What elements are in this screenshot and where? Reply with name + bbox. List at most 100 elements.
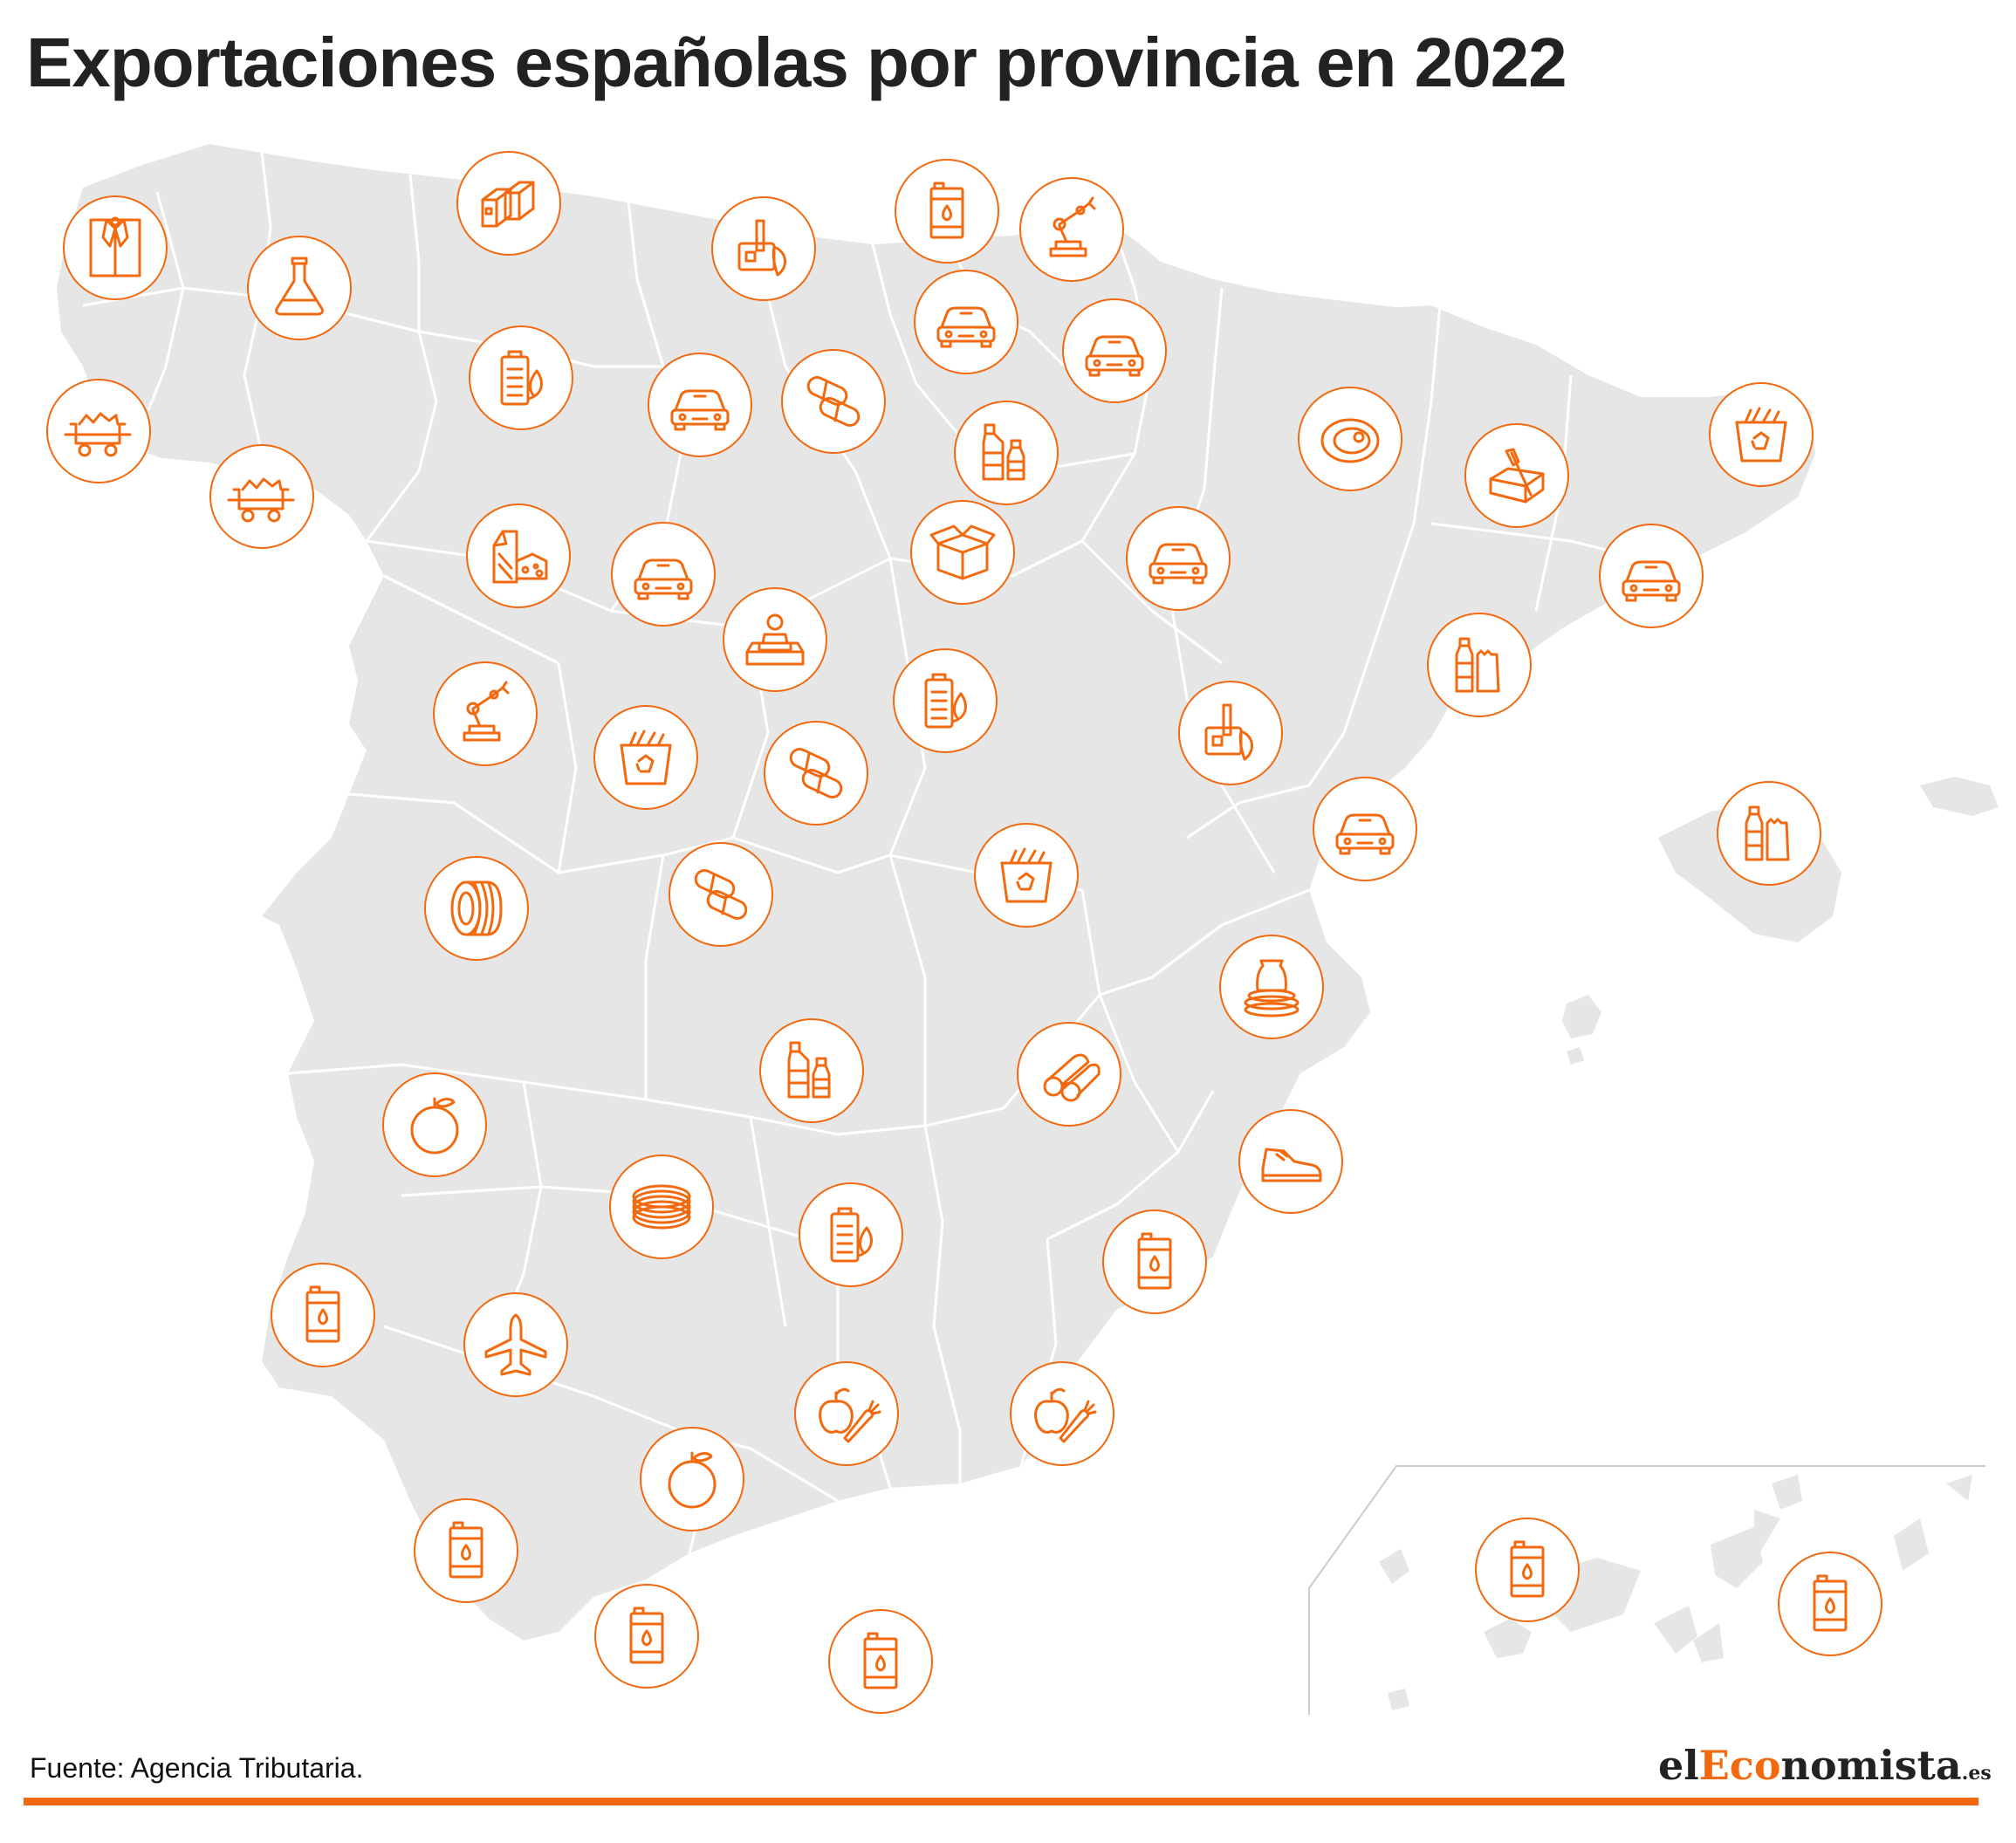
car-icon bbox=[936, 306, 996, 348]
marker-ceramics bbox=[1219, 935, 1324, 1039]
beverage-pack-icon bbox=[1455, 637, 1500, 693]
car-icon bbox=[634, 558, 693, 600]
marker-tire bbox=[424, 856, 529, 961]
battery-icon bbox=[830, 1207, 873, 1263]
marker-oil-barrel bbox=[1475, 1518, 1580, 1622]
logo-nomista: nomista bbox=[1780, 1742, 1962, 1789]
marker-car bbox=[611, 522, 716, 627]
pipes-icon bbox=[1043, 1053, 1101, 1102]
airplane-icon bbox=[484, 1313, 547, 1376]
marker-machinery bbox=[711, 196, 816, 301]
machinery-icon bbox=[737, 219, 786, 277]
wire-icon bbox=[632, 1184, 691, 1230]
marker-flask bbox=[247, 236, 352, 340]
oil-barrel-icon bbox=[1510, 1540, 1545, 1598]
mining-cart-icon bbox=[64, 412, 132, 457]
meat-icon bbox=[1320, 418, 1380, 463]
oil-barrel-icon bbox=[629, 1607, 664, 1664]
pills-icon bbox=[694, 869, 748, 920]
butter-icon bbox=[1489, 448, 1545, 504]
marker-fruit-vegetables bbox=[1010, 1361, 1114, 1466]
marker-recycling-bin bbox=[593, 705, 698, 810]
marker-car bbox=[1599, 524, 1704, 628]
marker-oil-barrel bbox=[594, 1584, 699, 1689]
recycling-bin-icon bbox=[1000, 847, 1053, 903]
marker-beverage-pack bbox=[1717, 781, 1821, 886]
robot-arm-icon bbox=[463, 681, 510, 742]
recycling-bin-icon bbox=[1735, 407, 1787, 462]
flask-icon bbox=[275, 257, 324, 316]
marker-pills bbox=[764, 721, 868, 826]
canary-islands bbox=[1379, 1475, 1972, 1710]
marker-beverage-pack bbox=[1427, 613, 1532, 717]
marker-furniture bbox=[723, 587, 827, 692]
car-icon bbox=[1335, 813, 1395, 855]
oil-barrel-icon bbox=[1813, 1574, 1848, 1632]
peninsula-landmass bbox=[57, 144, 1815, 1641]
car-icon bbox=[670, 389, 730, 431]
box-icon bbox=[929, 524, 996, 580]
logo-tld: .es bbox=[1961, 1762, 1992, 1785]
eleconomista-logo: elEconomista.es bbox=[1658, 1742, 1992, 1789]
fruit-vegetables-icon bbox=[819, 1387, 881, 1443]
shoe-icon bbox=[1261, 1148, 1322, 1182]
ceramics-icon bbox=[1244, 959, 1299, 1017]
marker-oil-barrel bbox=[895, 159, 999, 264]
marker-dairy bbox=[466, 504, 571, 608]
marker-robot-arm bbox=[1019, 177, 1124, 282]
orange-icon bbox=[668, 1451, 717, 1509]
oil-barrel-icon bbox=[305, 1285, 340, 1343]
car-icon bbox=[1085, 335, 1144, 377]
marker-mining-cart bbox=[46, 379, 151, 483]
bottles-icon bbox=[982, 423, 1025, 481]
oil-barrel-icon bbox=[449, 1521, 483, 1579]
car-icon bbox=[1149, 543, 1208, 585]
marker-oil-barrel bbox=[1778, 1552, 1882, 1656]
marker-fruit-vegetables bbox=[794, 1361, 899, 1466]
menorca-island bbox=[1920, 777, 1999, 816]
car-icon bbox=[1622, 560, 1681, 602]
robot-arm-icon bbox=[1049, 196, 1096, 257]
marker-battery bbox=[469, 325, 573, 430]
source-note: Fuente: Agencia Tributaria. bbox=[30, 1752, 364, 1784]
province-borders bbox=[82, 152, 1677, 1554]
oil-barrel-icon bbox=[1137, 1232, 1172, 1290]
battery-icon bbox=[500, 350, 543, 406]
fruit-vegetables-icon bbox=[1034, 1387, 1097, 1443]
pills-icon bbox=[806, 376, 861, 427]
machinery-icon bbox=[1204, 703, 1253, 761]
marker-oil-barrel bbox=[271, 1263, 375, 1367]
bottom-rule bbox=[24, 1798, 1978, 1805]
logo-eco: Eco bbox=[1698, 1742, 1781, 1789]
marker-oil-barrel bbox=[828, 1609, 933, 1714]
marker-pills bbox=[669, 842, 773, 947]
bottles-icon bbox=[787, 1041, 831, 1099]
marker-shoe bbox=[1238, 1109, 1343, 1214]
marker-wire bbox=[609, 1154, 714, 1259]
beverage-pack-icon bbox=[1745, 805, 1790, 861]
canary-inset-frame bbox=[1308, 1465, 1985, 1715]
battery-icon bbox=[924, 673, 967, 729]
marker-robot-arm bbox=[433, 661, 538, 766]
furniture-icon bbox=[745, 613, 805, 666]
logo-el: el bbox=[1658, 1742, 1699, 1789]
marker-car bbox=[1062, 298, 1167, 403]
marker-orange bbox=[640, 1427, 744, 1531]
marker-steel-profile bbox=[456, 151, 561, 256]
orange-icon bbox=[410, 1097, 459, 1154]
marker-orange bbox=[382, 1072, 487, 1177]
marker-car bbox=[914, 270, 1018, 374]
pills-icon bbox=[789, 748, 843, 798]
marker-car bbox=[1126, 506, 1231, 611]
formentera-island bbox=[1567, 1047, 1584, 1065]
marker-mining-cart bbox=[209, 444, 314, 549]
ibiza-island bbox=[1562, 995, 1601, 1038]
chart-title: Exportaciones españolas por provincia en… bbox=[26, 24, 1567, 101]
steel-profile-icon bbox=[481, 181, 535, 228]
recycling-bin-icon bbox=[620, 730, 672, 785]
oil-barrel-icon bbox=[929, 182, 964, 239]
marker-recycling-bin bbox=[1709, 382, 1814, 487]
marker-butter bbox=[1464, 423, 1569, 528]
marker-airplane bbox=[463, 1292, 568, 1397]
marker-pipes bbox=[1017, 1022, 1121, 1127]
